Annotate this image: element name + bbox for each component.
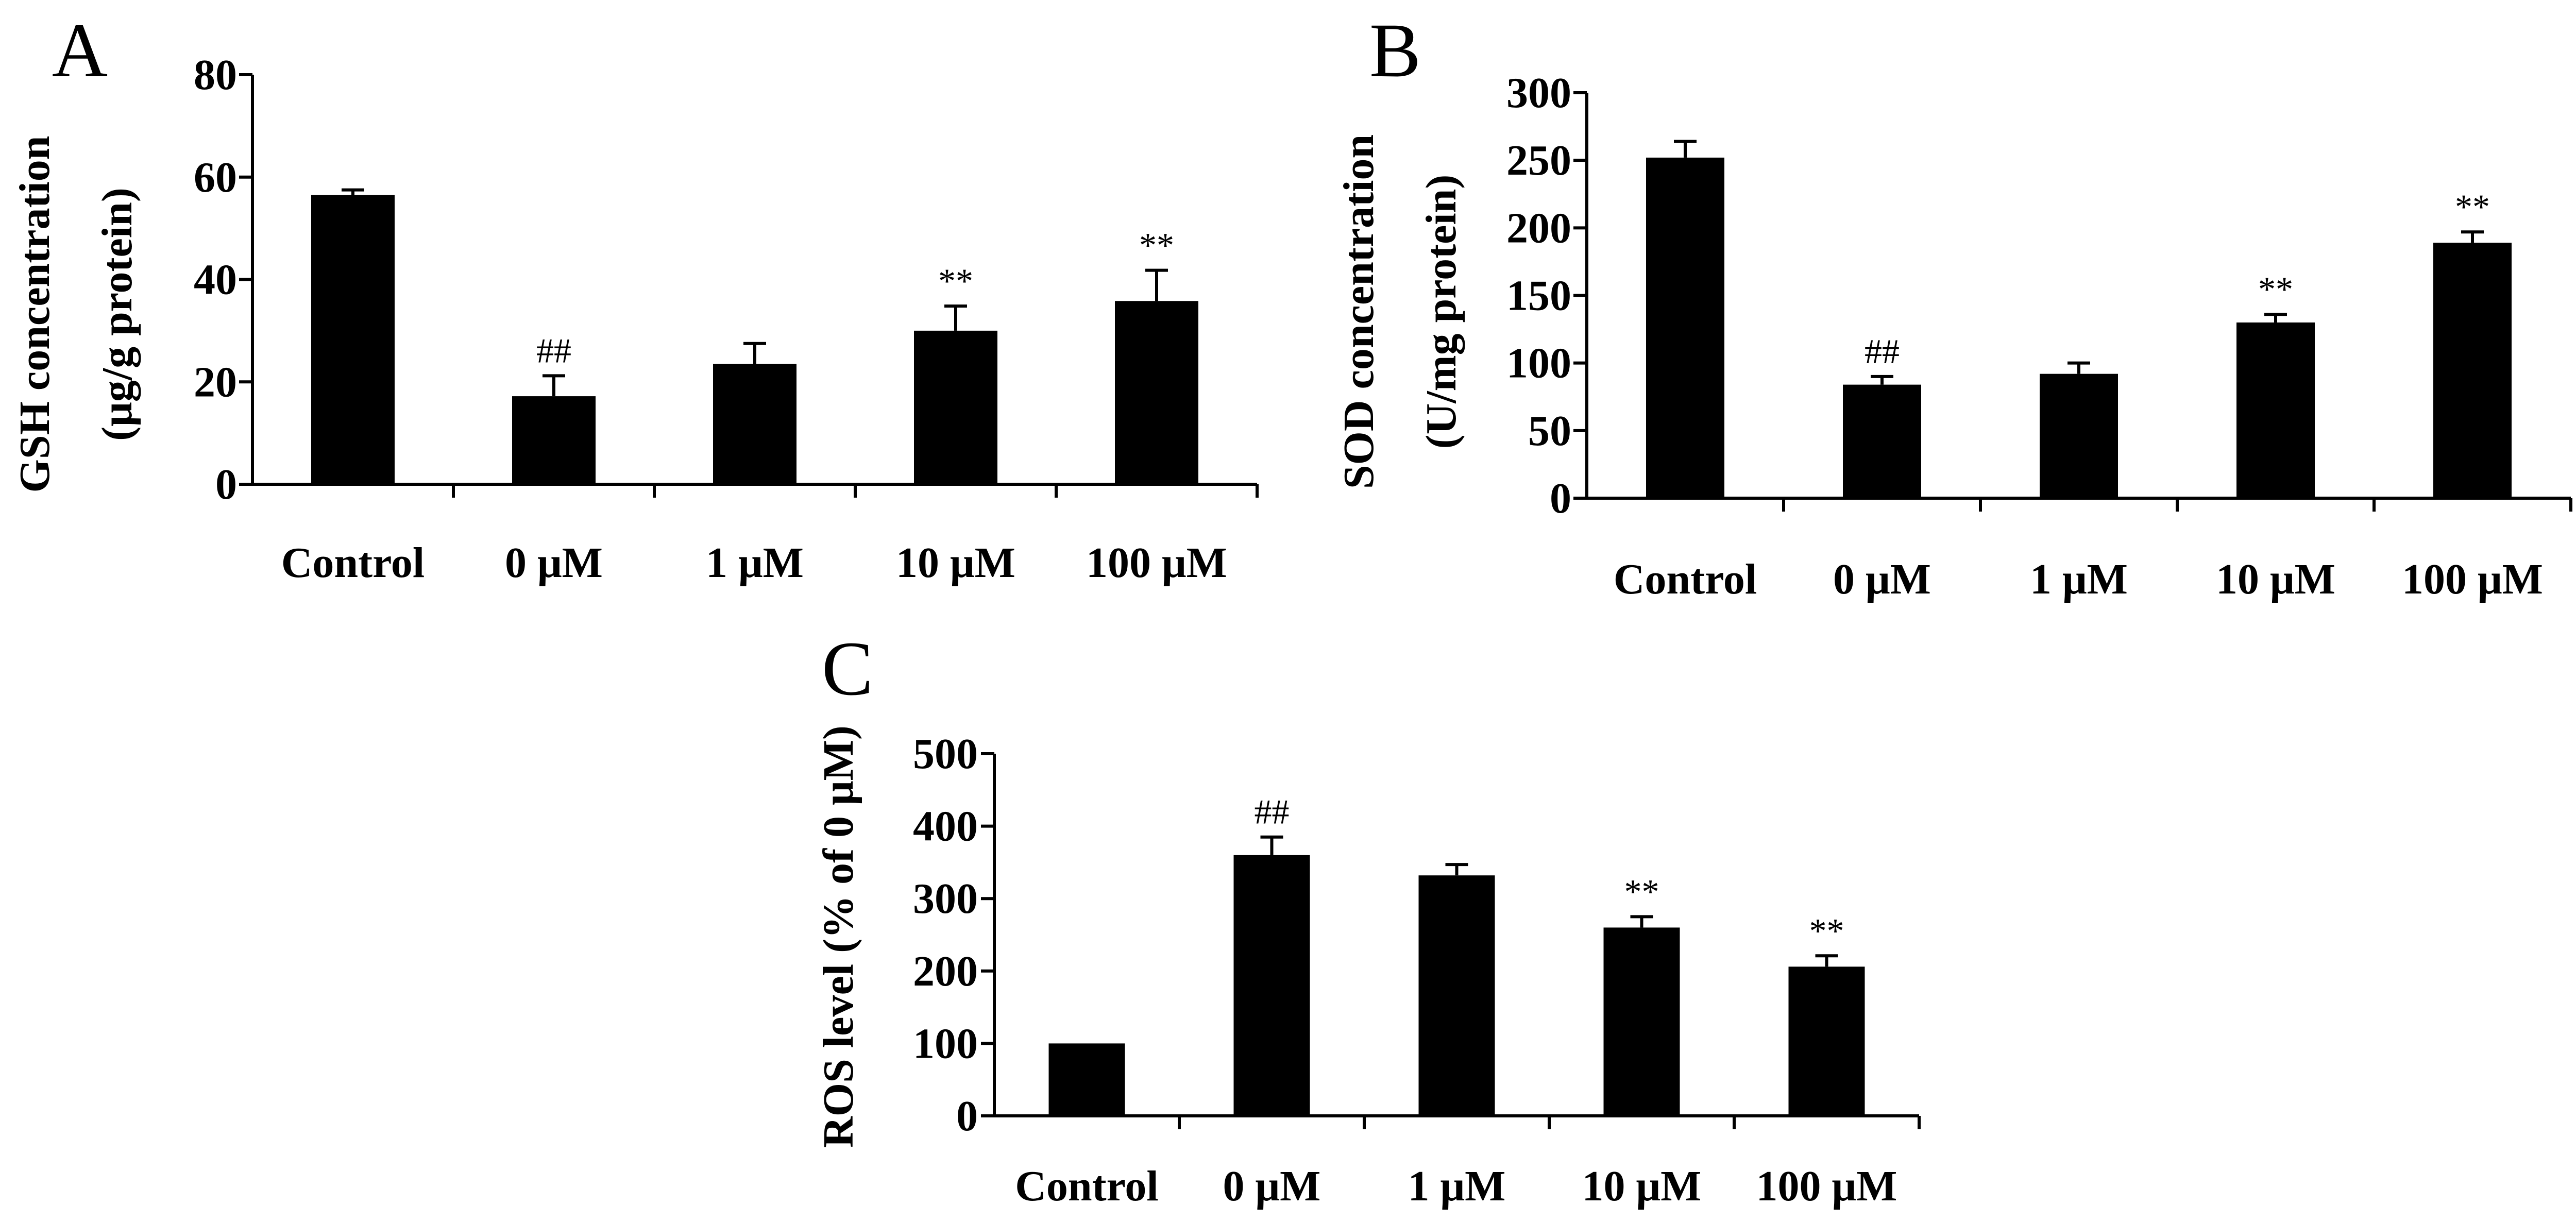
y-tick-label: 100 bbox=[1506, 340, 1571, 387]
category-label: 1 μM bbox=[706, 539, 804, 587]
y-tick-label: 60 bbox=[194, 154, 237, 201]
bar bbox=[914, 330, 997, 484]
y-tick-label: 300 bbox=[1506, 69, 1571, 117]
bar bbox=[2040, 374, 2118, 498]
y-axis-title: SOD concentration bbox=[1335, 134, 1383, 489]
panel-b: B SOD concentration (U/mg protein) 0 50 100 15… bbox=[1335, 8, 2572, 603]
y-tick-label: 0 bbox=[956, 1092, 978, 1140]
bar bbox=[311, 195, 395, 484]
significance-label: ** bbox=[2258, 269, 2293, 309]
category-label: 100 μM bbox=[2402, 555, 2543, 603]
category-label: Control bbox=[1614, 555, 1757, 603]
y-tick-label: 0 bbox=[1550, 474, 1571, 522]
y-axis-title-line2: (U/mg protein) bbox=[1417, 175, 1465, 449]
y-tick-label: 200 bbox=[1506, 204, 1571, 252]
y-tick-label: 150 bbox=[1506, 272, 1571, 320]
bar bbox=[713, 364, 796, 484]
y-tick-label: 400 bbox=[913, 803, 978, 851]
category-label: 10 μM bbox=[896, 539, 1015, 587]
panel-a: A GSH concentration (μg/g protein) 0 20 40 60 8… bbox=[11, 8, 1259, 587]
category-label: 100 μM bbox=[1756, 1162, 1897, 1210]
bar bbox=[1233, 855, 1310, 1116]
category-label: Control bbox=[281, 539, 425, 587]
y-tick-label: 20 bbox=[194, 358, 237, 406]
y-axis-title-line2: (μg/g protein) bbox=[93, 188, 141, 441]
significance-label: ** bbox=[1139, 226, 1174, 265]
y-tick-label: 250 bbox=[1506, 137, 1571, 184]
bar bbox=[1418, 875, 1495, 1116]
category-label: Control bbox=[1015, 1162, 1158, 1210]
panel-letter: A bbox=[52, 8, 108, 93]
y-axis-title: ROS level (% of 0 μM) bbox=[815, 725, 862, 1148]
significance-label: ## bbox=[1255, 792, 1290, 831]
category-label: 0 μM bbox=[1833, 555, 1931, 603]
bar bbox=[512, 396, 596, 484]
category-label: 1 μM bbox=[2030, 555, 2128, 603]
y-tick-label: 300 bbox=[913, 875, 978, 923]
significance-label: ** bbox=[1809, 911, 1844, 950]
bar bbox=[1603, 927, 1680, 1116]
y-tick-label: 0 bbox=[215, 461, 237, 508]
panel-c: C ROS level (% of 0 μM) 0 100 200 300 400 500 Co… bbox=[815, 626, 1921, 1210]
panel-letter: C bbox=[822, 626, 873, 711]
bar bbox=[2433, 243, 2512, 498]
bar bbox=[1788, 966, 1865, 1116]
bar bbox=[1843, 384, 1921, 498]
y-tick-label: 200 bbox=[913, 947, 978, 995]
category-label: 0 μM bbox=[505, 539, 603, 587]
y-tick-label: 100 bbox=[913, 1020, 978, 1067]
significance-label: ## bbox=[1865, 332, 1900, 371]
significance-label: ** bbox=[2455, 187, 2490, 226]
category-label: 1 μM bbox=[1408, 1162, 1506, 1210]
y-tick-label: 40 bbox=[194, 256, 237, 304]
y-tick-label: 500 bbox=[913, 730, 978, 778]
y-axis-title: GSH concentration bbox=[11, 136, 59, 493]
panel-letter: B bbox=[1369, 8, 1421, 93]
bar bbox=[1646, 157, 1724, 498]
significance-label: ** bbox=[1624, 872, 1659, 911]
y-tick-label: 50 bbox=[1528, 407, 1571, 455]
bar bbox=[1115, 301, 1198, 484]
bar bbox=[1048, 1043, 1125, 1116]
significance-label: ** bbox=[938, 261, 973, 300]
significance-label: ## bbox=[536, 331, 571, 370]
y-tick-label: 80 bbox=[194, 51, 237, 99]
category-label: 10 μM bbox=[2216, 555, 2335, 603]
category-label: 0 μM bbox=[1223, 1162, 1321, 1210]
category-label: 10 μM bbox=[1582, 1162, 1702, 1210]
category-label: 100 μM bbox=[1086, 539, 1227, 587]
bar bbox=[2236, 322, 2315, 498]
